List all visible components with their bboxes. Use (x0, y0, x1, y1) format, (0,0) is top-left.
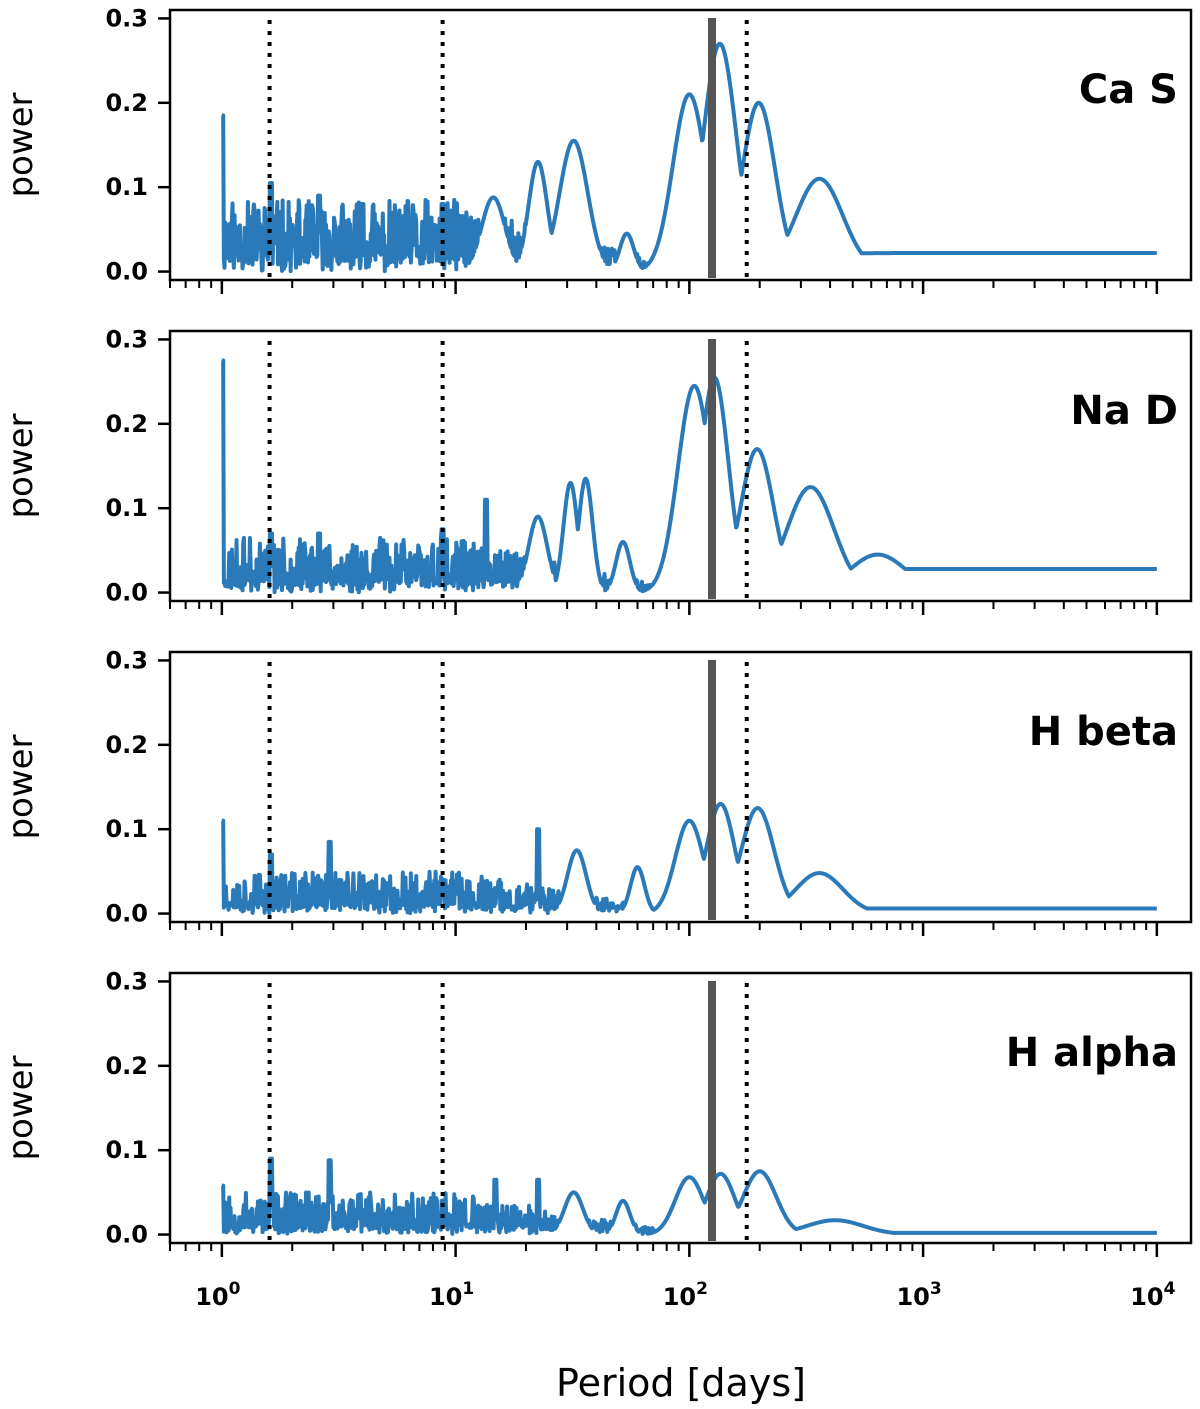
y-tick-label: 0.0 (105, 900, 148, 928)
power-series-line (220, 358, 1159, 595)
y-axis-label: power (1, 413, 41, 518)
panel-1: 0.0 0.1 0.2 0.3 power Na D (1, 325, 1193, 615)
x-tick-label: 102 (663, 1279, 708, 1311)
y-tick-label: 0.2 (105, 410, 148, 438)
y-axis-label: power (1, 1055, 41, 1160)
x-tick-label: 103 (896, 1279, 941, 1311)
x-tick-label: 101 (429, 1279, 474, 1311)
x-axis-label: Period [days] (556, 1361, 806, 1405)
x-tick-label: 104 (1130, 1279, 1175, 1311)
panel-label: Na D (1070, 388, 1178, 434)
y-tick-label: 0.3 (105, 646, 148, 674)
y-axis-label: power (1, 734, 41, 839)
y-tick-label: 0.3 (105, 967, 148, 995)
plot-frame (168, 329, 1193, 603)
plot-frame (168, 650, 1193, 924)
y-tick-label: 0.2 (105, 1052, 148, 1080)
x-tick-labels: 100 101 102 103 104 (195, 1279, 1175, 1311)
panel-label: H alpha (1006, 1030, 1178, 1076)
panels-layer: 0.0 0.1 0.2 0.3 power Ca S 0.0 0.1 0.2 0.3 power Na… (1, 4, 1193, 1257)
y-axis-label: power (1, 92, 41, 197)
y-tick-label: 0.2 (105, 89, 148, 117)
y-tick-label: 0.1 (105, 1136, 148, 1164)
panel-label: H beta (1029, 709, 1178, 755)
power-series-line (220, 1156, 1159, 1236)
y-tick-label: 0.0 (105, 1221, 148, 1249)
y-tick-label: 0.3 (105, 4, 148, 32)
panel-2: 0.0 0.1 0.2 0.3 power H beta (1, 646, 1193, 936)
panel-0: 0.0 0.1 0.2 0.3 power Ca S (1, 4, 1193, 294)
power-series-line (220, 801, 1159, 916)
x-tick-label: 100 (195, 1279, 240, 1311)
panel-label: Ca S (1079, 67, 1178, 113)
y-tick-label: 0.0 (105, 579, 148, 607)
plot-frame (168, 8, 1193, 282)
y-tick-label: 0.2 (105, 731, 148, 759)
power-series-line (220, 41, 1159, 274)
y-tick-label: 0.0 (105, 258, 148, 286)
y-tick-label: 0.1 (105, 815, 148, 843)
plot-frame (168, 971, 1193, 1245)
y-tick-label: 0.1 (105, 494, 148, 522)
y-tick-label: 0.3 (105, 325, 148, 353)
panel-3: 0.0 0.1 0.2 0.3 power H alpha (1, 967, 1193, 1257)
y-tick-label: 0.1 (105, 173, 148, 201)
